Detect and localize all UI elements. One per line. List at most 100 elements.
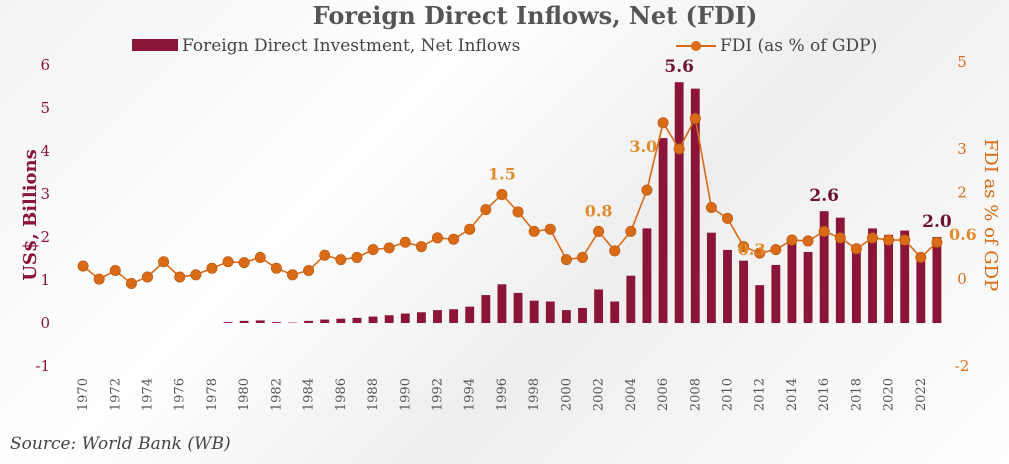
bar-2022 — [916, 260, 926, 323]
x-tick-label: 1988 — [366, 378, 381, 411]
bar-2023 — [932, 237, 942, 323]
x-tick-label: 1978 — [205, 378, 220, 411]
y-right-tick-label: 3 — [957, 140, 967, 158]
x-tick-label: 1986 — [334, 378, 349, 411]
line-point-1986 — [335, 254, 347, 266]
line-point-2008 — [689, 112, 701, 124]
bar-1995 — [481, 295, 491, 323]
line-point-2000 — [560, 254, 572, 266]
legend-line-marker — [691, 41, 701, 51]
x-tick-label: 1994 — [463, 378, 478, 411]
bar-2002 — [594, 289, 604, 323]
bar-2016 — [819, 211, 829, 323]
y-left-tick-label: 2 — [40, 228, 50, 246]
bar-data-label: 2.0 — [922, 212, 952, 232]
legend-bar-label: Foreign Direct Investment, Net Inflows — [182, 36, 520, 56]
bar-2019 — [868, 228, 877, 323]
x-tick-label: 1974 — [141, 378, 156, 411]
line-point-2017 — [834, 232, 846, 244]
bar-2013 — [771, 264, 781, 323]
line-point-1993 — [448, 233, 460, 245]
bar-1980 — [239, 320, 249, 323]
bar-1993 — [449, 309, 459, 323]
bar-1990 — [400, 313, 410, 323]
y-right-tick-label: 0 — [957, 270, 967, 288]
bar-2000 — [561, 310, 571, 323]
line-point-1996 — [496, 188, 508, 200]
x-tick-label: 2006 — [656, 378, 671, 411]
bar-2015 — [803, 252, 813, 323]
legend-bar-swatch — [132, 39, 178, 51]
bar-2003 — [610, 301, 620, 323]
x-tick-label: 2020 — [882, 378, 897, 411]
bar-1982 — [271, 322, 281, 323]
line-data-label: 0.6 — [949, 225, 977, 244]
line-point-1971 — [93, 273, 105, 285]
y-axis-right-label: FDI as % of GDP — [980, 139, 1001, 291]
line-point-1992 — [431, 232, 443, 244]
y-right-tick-label: 2 — [957, 183, 967, 201]
line-point-2023 — [931, 236, 943, 248]
bar-2018 — [851, 249, 861, 323]
x-tick-label: 2018 — [849, 378, 864, 411]
line-point-2009 — [705, 201, 717, 213]
bar-1996 — [497, 284, 507, 323]
line-data-label: 0.8 — [585, 201, 613, 220]
line-point-2012 — [754, 247, 766, 259]
line-point-1989 — [383, 242, 395, 254]
line-point-2004 — [625, 225, 637, 237]
bar-1981 — [255, 320, 265, 323]
y-axis-right-ticks: 5 3 2 0 -2 — [955, 53, 970, 375]
y-left-tick-label: 6 — [40, 56, 50, 74]
y-left-tick-label: 3 — [40, 185, 50, 203]
x-tick-label: 1980 — [237, 378, 252, 411]
legend: Foreign Direct Investment, Net Inflows F… — [132, 36, 877, 56]
x-tick-label: 2010 — [721, 378, 736, 411]
line-point-1998 — [528, 225, 540, 237]
line-point-1991 — [415, 241, 427, 253]
bar-2004 — [626, 275, 636, 323]
bar-data-label: 2.6 — [809, 186, 839, 206]
line-point-1985 — [319, 249, 331, 261]
line-point-1972 — [109, 264, 121, 276]
x-axis-ticks: 1970 1972 1974 1976 1978 1980 1982 1984 1986 1988… — [76, 378, 929, 411]
x-tick-label: 2004 — [624, 378, 639, 411]
x-tick-label: 1972 — [108, 378, 123, 411]
x-tick-label: 2008 — [688, 378, 703, 411]
bar-1988 — [368, 316, 378, 323]
bar-1999 — [545, 301, 555, 323]
line-data-label: 1.5 — [488, 164, 516, 183]
line-point-1999 — [544, 223, 556, 235]
y-axis-left-ticks: 6 5 4 3 2 1 0 -1 — [35, 56, 50, 375]
line-point-2010 — [721, 212, 733, 224]
bar-2006 — [658, 138, 668, 323]
line-point-1977 — [190, 269, 202, 281]
line-point-1982 — [270, 262, 282, 274]
y-right-tick-label: -2 — [955, 357, 970, 375]
bar-2008 — [690, 88, 700, 324]
bar-2011 — [739, 260, 749, 323]
bar-2020 — [884, 234, 894, 323]
bar-1984 — [304, 320, 314, 323]
x-tick-label: 1996 — [495, 378, 510, 411]
bar-1987 — [352, 317, 362, 323]
y-left-tick-label: 1 — [40, 271, 50, 289]
bar-2009 — [706, 232, 716, 323]
bar-2017 — [835, 217, 845, 323]
y-left-tick-label: 0 — [40, 314, 50, 332]
line-point-1974 — [142, 271, 154, 283]
line-point-2014 — [786, 234, 798, 246]
bar-1985 — [320, 319, 330, 323]
y-left-tick-label: -1 — [35, 357, 50, 375]
y-left-tick-label: 4 — [40, 142, 50, 160]
x-tick-label: 2016 — [817, 378, 832, 411]
x-tick-label: 1976 — [173, 378, 188, 411]
y-left-tick-label: 5 — [40, 99, 50, 117]
line-point-1978 — [206, 262, 218, 274]
bar-1992 — [433, 310, 442, 323]
line-point-1988 — [367, 244, 379, 256]
line-point-1984 — [303, 264, 315, 276]
x-tick-label: 1970 — [76, 378, 91, 411]
x-tick-label: 1990 — [398, 378, 413, 411]
y-axis-left-label: US$, Billions — [20, 149, 41, 281]
